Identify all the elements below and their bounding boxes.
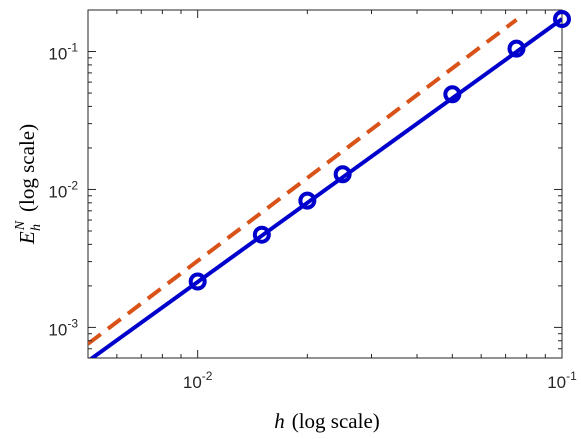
axes-box (87, 9, 563, 359)
y-tick-exponent: -3 (67, 316, 78, 330)
error-series-line (88, 17, 562, 358)
y-tick-label: 10-1 (48, 41, 78, 64)
y-tick-base: 10 (48, 45, 67, 64)
y-axis-superscript: N (13, 220, 28, 231)
x-axis-symbol: h (274, 409, 285, 433)
y-tick-label: 10-3 (48, 316, 78, 339)
y-axis-subscript: h (29, 224, 44, 231)
x-tick-base: 10 (547, 373, 566, 392)
error-data-point (333, 165, 352, 184)
y-axis-suffix: (log scale) (15, 124, 39, 212)
y-tick-label: 10-2 (48, 178, 78, 201)
error-data-point (507, 39, 526, 58)
x-axis-ticks: 10-2 10-1 (87, 10, 577, 392)
y-tick-base: 10 (48, 320, 67, 339)
error-data-point (553, 10, 571, 29)
series-layer (88, 17, 562, 358)
y-axis-title: ENh (log scale) (13, 124, 44, 245)
x-axis-suffix: (log scale) (292, 409, 380, 433)
y-tick-exponent: -1 (67, 41, 78, 55)
error-data-point (252, 225, 271, 244)
x-tick-exponent: -2 (202, 369, 213, 383)
x-tick-label: 10-1 (547, 369, 577, 392)
x-axis-title: h (log scale) (274, 409, 380, 433)
error-data-point (188, 272, 207, 291)
error-data-point (298, 191, 317, 210)
plot-area (87, 9, 563, 359)
y-axis-symbol: E (15, 231, 39, 245)
x-tick-label: 10-2 (183, 369, 213, 392)
reference-slope-line (88, 18, 518, 346)
error-data-point (443, 85, 462, 104)
x-tick-base: 10 (183, 373, 202, 392)
y-axis-ticks: 10-310-210-1 (48, 9, 562, 359)
y-tick-base: 10 (48, 182, 67, 201)
y-tick-exponent: -2 (67, 178, 78, 192)
x-tick-exponent: -1 (566, 369, 577, 383)
